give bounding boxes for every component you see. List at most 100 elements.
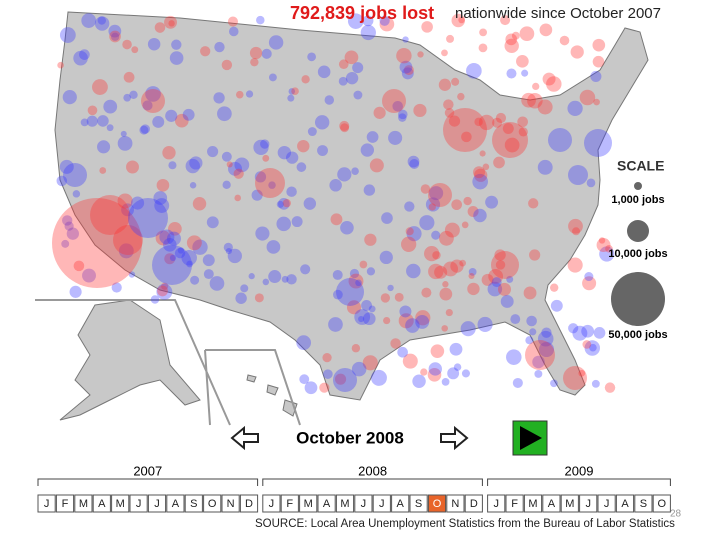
dot: [150, 295, 160, 304]
dot: [431, 230, 441, 240]
month-label[interactable]: J: [44, 498, 50, 510]
month-box[interactable]: [560, 494, 579, 513]
dot: [330, 213, 343, 226]
month-box[interactable]: [464, 494, 483, 513]
month-label[interactable]: O: [208, 498, 217, 510]
month-box[interactable]: [634, 494, 653, 513]
play-icon[interactable]: [520, 426, 542, 450]
month-box[interactable]: [299, 494, 318, 513]
month-label[interactable]: O: [433, 498, 442, 510]
month-box[interactable]: [446, 494, 465, 513]
dot: [121, 203, 135, 217]
dot: [591, 379, 600, 388]
month-box[interactable]: [542, 494, 561, 513]
month-box[interactable]: [37, 494, 56, 513]
dot: [491, 251, 519, 279]
dot: [80, 118, 89, 127]
month-label[interactable]: M: [304, 498, 313, 510]
month-box[interactable]: [184, 494, 203, 513]
month-box[interactable]: [92, 494, 111, 513]
month-box[interactable]: [427, 494, 447, 513]
month-box[interactable]: [505, 494, 524, 513]
dot: [147, 37, 161, 51]
month-label[interactable]: J: [379, 498, 385, 510]
dot: [405, 227, 414, 236]
month-label[interactable]: A: [98, 498, 106, 510]
dot: [317, 145, 328, 156]
month-label[interactable]: A: [621, 498, 629, 510]
dot: [460, 321, 476, 337]
dot: [444, 108, 455, 118]
previous-button[interactable]: [230, 425, 259, 451]
play-button[interactable]: [512, 420, 548, 456]
month-box[interactable]: [317, 494, 336, 513]
month-label[interactable]: D: [470, 498, 478, 510]
month-label[interactable]: F: [62, 498, 69, 510]
month-box[interactable]: [335, 494, 355, 513]
month-box[interactable]: [579, 494, 598, 513]
month-label[interactable]: J: [493, 498, 499, 510]
month-box[interactable]: [262, 494, 281, 513]
month-label[interactable]: J: [136, 498, 142, 510]
month-label[interactable]: A: [172, 498, 180, 510]
dot: [500, 15, 511, 26]
month-label[interactable]: J: [269, 498, 275, 510]
month-label[interactable]: D: [245, 498, 253, 510]
month-box[interactable]: [354, 494, 373, 513]
month-label[interactable]: A: [397, 498, 405, 510]
month-label[interactable]: A: [323, 498, 331, 510]
month-label[interactable]: J: [361, 498, 367, 510]
dot: [446, 34, 455, 43]
month-box[interactable]: [74, 494, 93, 513]
month-box[interactable]: [129, 494, 148, 513]
month-label[interactable]: S: [190, 498, 197, 510]
dot: [443, 261, 459, 277]
month-label[interactable]: S: [640, 498, 647, 510]
month-box[interactable]: [487, 494, 506, 513]
month-box[interactable]: [597, 494, 616, 513]
month-box[interactable]: [203, 494, 222, 513]
dot: [405, 318, 420, 333]
dot: [329, 179, 342, 192]
month-label[interactable]: J: [585, 498, 591, 510]
month-label[interactable]: J: [604, 498, 610, 510]
month-label[interactable]: A: [548, 498, 556, 510]
month-box[interactable]: [147, 494, 167, 513]
month-box[interactable]: [55, 494, 75, 513]
month-box[interactable]: [391, 494, 410, 513]
month-label[interactable]: M: [565, 498, 574, 510]
dot: [398, 313, 414, 329]
month-box[interactable]: [239, 494, 259, 513]
month-label[interactable]: F: [286, 498, 293, 510]
month-box[interactable]: [523, 494, 543, 513]
dot: [103, 99, 118, 114]
dot: [457, 92, 465, 101]
dot: [466, 63, 482, 79]
month-label[interactable]: J: [154, 498, 160, 510]
month-box[interactable]: [221, 494, 240, 513]
dot: [296, 162, 307, 172]
month-box[interactable]: [280, 494, 299, 513]
month-box[interactable]: [166, 494, 185, 513]
month-label[interactable]: M: [116, 498, 125, 510]
dot: [109, 30, 121, 43]
dot: [156, 283, 173, 300]
month-label[interactable]: M: [528, 498, 537, 510]
month-label[interactable]: N: [451, 498, 459, 510]
month-label[interactable]: O: [658, 498, 667, 510]
month-box[interactable]: [615, 494, 635, 513]
dot: [333, 289, 343, 300]
month-label[interactable]: F: [511, 498, 518, 510]
month-box[interactable]: [111, 494, 130, 513]
month-label[interactable]: M: [340, 498, 349, 510]
dot: [387, 284, 394, 292]
month-label[interactable]: S: [415, 498, 422, 510]
month-label[interactable]: M: [79, 498, 88, 510]
job-change-dots: [52, 13, 616, 395]
month-label[interactable]: N: [227, 498, 235, 510]
month-box[interactable]: [372, 494, 391, 513]
month-box[interactable]: [409, 494, 428, 513]
month-box[interactable]: [652, 494, 671, 513]
dot: [482, 163, 490, 171]
next-button[interactable]: [440, 425, 469, 451]
